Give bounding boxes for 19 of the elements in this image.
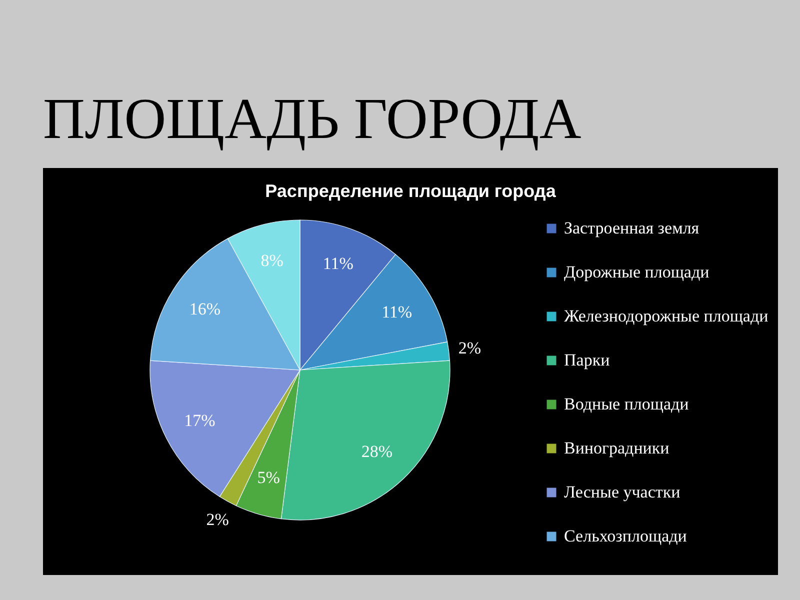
legend-label: Железнодорожные площади	[564, 306, 768, 326]
legend-label: Дорожные площади	[564, 262, 710, 282]
chart-subtitle: Распределение площади города	[265, 181, 557, 201]
data-label: 11%	[382, 302, 412, 322]
legend-label: Лесные участки	[564, 482, 680, 502]
data-label: 17%	[184, 411, 216, 430]
data-label: 28%	[361, 442, 393, 462]
legend-label: Парки	[564, 350, 610, 370]
data-label: 8%	[260, 251, 284, 270]
legend-label: Сельхозплощади	[564, 526, 687, 546]
data-label: 16%	[189, 300, 221, 319]
legend-label: Застроенная земля	[564, 218, 700, 238]
legend-label: Водные площади	[564, 394, 689, 414]
data-label: 2%	[458, 338, 481, 358]
data-label: 11%	[322, 254, 354, 274]
data-label: 5%	[257, 468, 280, 488]
chart-title: ПЛОЩАДЬ ГОРОДА	[43, 86, 582, 151]
legend-label: Виноградники	[564, 438, 670, 458]
data-label: 2%	[206, 510, 229, 529]
